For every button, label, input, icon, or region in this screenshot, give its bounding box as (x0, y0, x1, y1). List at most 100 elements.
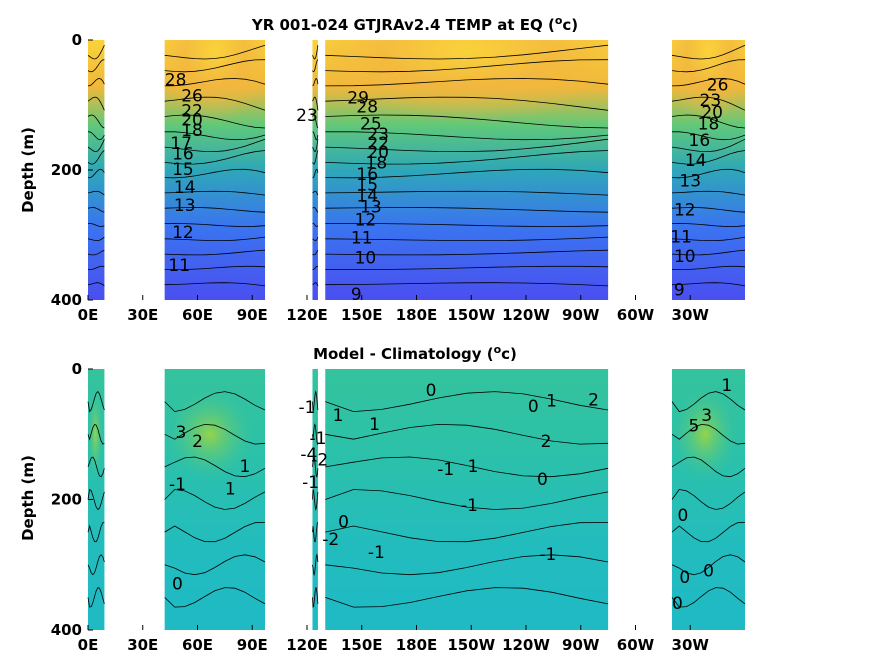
x-tick-label: 90W (562, 636, 600, 654)
contour-label: 16 (172, 144, 194, 164)
contour-label: 0 (703, 561, 714, 581)
x-tick-label: 150W (447, 306, 495, 324)
warm-anomaly-shading (672, 387, 738, 482)
panel-title: Model - Climatology (oc) (313, 343, 517, 363)
contour-line (164, 78, 266, 87)
contour-label: 12 (355, 211, 377, 231)
contour-label: 2 (541, 432, 552, 452)
contour-line (312, 522, 319, 543)
contour-line (671, 265, 746, 271)
contour-label: -1 (368, 543, 385, 563)
contour-label: 14 (174, 178, 196, 198)
contour-label: 12 (172, 223, 194, 243)
contour-label: -1 (169, 475, 186, 495)
contour-line (671, 150, 746, 165)
contour-line (312, 131, 319, 141)
contour-label: 0 (528, 397, 539, 417)
contour-label: 14 (685, 151, 707, 171)
contour-line (325, 456, 609, 478)
contour-label: 0 (678, 506, 689, 526)
contour-line (87, 190, 105, 196)
contour-label: 1 (546, 392, 557, 412)
difference-panel: Model - Climatology (oc) Depth (m) 3 211-… (19, 343, 746, 654)
title-degree-superscript: o (555, 14, 563, 27)
title-main: Model - Climatology ( (313, 345, 494, 363)
contour-label: 0 (338, 512, 349, 532)
x-tick-label: 0E (78, 636, 99, 654)
contour-line (312, 390, 319, 412)
x-tick-label: 30E (127, 636, 158, 654)
contour-label: -2 (322, 530, 339, 550)
contour-line (671, 78, 746, 87)
contour-label: 9 (674, 280, 685, 300)
contour-line (325, 168, 609, 179)
contour-label: 0 (426, 381, 437, 401)
contour-line (164, 489, 266, 510)
x-tick-label: 60W (617, 306, 655, 324)
contour-line (671, 554, 746, 576)
contour-line (87, 554, 105, 576)
contour-label: -1 (437, 460, 454, 480)
contour-line (164, 522, 266, 543)
contour-line (312, 45, 319, 60)
contour-line (164, 150, 266, 165)
contour-line (671, 282, 746, 287)
x-tick-label: 90E (237, 306, 268, 324)
temperature-field (88, 40, 745, 300)
contour-line (671, 236, 746, 241)
contour-line (164, 190, 266, 196)
x-tick-label: 180E (396, 306, 438, 324)
contour-line (87, 587, 105, 608)
y-tick-label: 400 (51, 621, 82, 639)
contour-line (312, 190, 319, 196)
contour-line (325, 249, 609, 256)
x-tick-label: 150W (447, 636, 495, 654)
contour-line (312, 282, 319, 287)
contour-line (87, 139, 105, 153)
contour-label: 23 (700, 91, 722, 111)
contour-line (671, 391, 746, 413)
contour-line (325, 138, 609, 153)
contour-line (325, 44, 609, 60)
contour-label: 22 (181, 102, 203, 122)
contour-label: 1 (721, 376, 732, 396)
title-unit-tail: c) (501, 345, 517, 363)
contour-line (312, 150, 319, 165)
contour-line (87, 390, 105, 413)
contour-line (87, 488, 105, 511)
contour-line (325, 489, 609, 510)
contour-line (312, 222, 319, 227)
contour-line (312, 553, 319, 577)
contour-label: 3 (701, 406, 712, 426)
contour-label: 20 (701, 103, 723, 123)
contour-label: 16 (689, 131, 711, 151)
contour-line (87, 96, 105, 111)
contour-label: 1 (240, 457, 251, 477)
contour-label: 28 (356, 98, 378, 118)
contour-line (312, 96, 319, 111)
x-tick-label: 60W (617, 636, 655, 654)
contour-line (312, 114, 319, 129)
contour-label: -1 (302, 473, 319, 493)
contour-line (325, 190, 609, 196)
contour-line (325, 554, 609, 576)
contour-line (88, 131, 105, 141)
contour-label: 9 (351, 285, 362, 305)
contour-line (164, 423, 266, 445)
contour-line (312, 423, 319, 446)
contour-line (312, 455, 319, 478)
contour-label: 0 (679, 568, 690, 588)
contour-label: 13 (360, 198, 382, 218)
contour-line (164, 456, 266, 478)
contour-line (87, 222, 105, 227)
contour-line (325, 423, 609, 445)
contour-line (671, 222, 746, 227)
contour-line (87, 456, 105, 478)
x-tick-label: 120E (286, 636, 328, 654)
contour-label: 12 (674, 200, 696, 220)
ocean-segment (88, 40, 105, 300)
contour-label: 20 (367, 143, 389, 163)
contour-label: 28 (165, 70, 187, 90)
